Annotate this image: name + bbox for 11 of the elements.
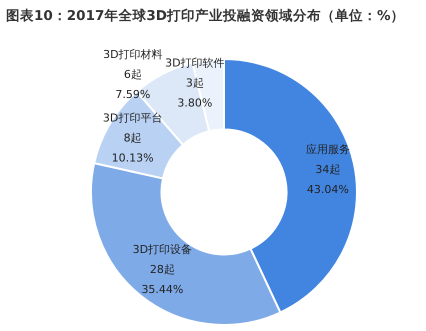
data-label: 34起 43.04% bbox=[306, 162, 349, 196]
data-label: 6起 7.59% bbox=[115, 68, 150, 101]
data-label: 28起 35.44% bbox=[141, 262, 184, 296]
data-label: 8起 10.13% bbox=[112, 132, 154, 165]
slice-label: 3D打印设备 bbox=[132, 242, 192, 256]
slice-label: 应用服务 bbox=[306, 142, 350, 156]
chart-title: 图表10：2017年全球3D打印产业投融资领域分布（单位：%） bbox=[6, 7, 404, 24]
slice-label: 3D打印平台 bbox=[102, 112, 162, 125]
slice-label: 3D打印材料 bbox=[103, 48, 163, 61]
slice-label: 3D打印软件 bbox=[165, 56, 225, 70]
data-label: 3起 3.80% bbox=[177, 76, 212, 110]
